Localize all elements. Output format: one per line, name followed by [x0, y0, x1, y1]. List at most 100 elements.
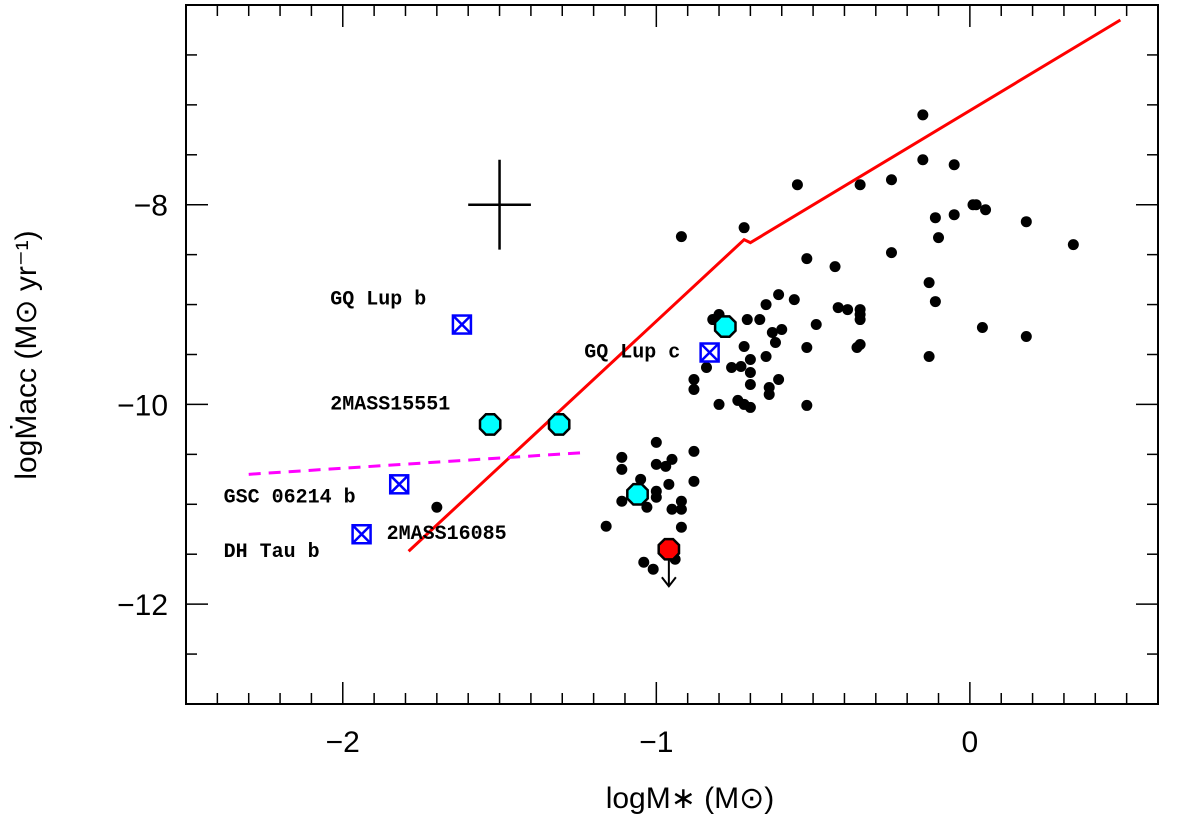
- data-point: [929, 212, 941, 224]
- data-point: [744, 366, 756, 378]
- annotation-label: GQ Lup b: [330, 289, 426, 312]
- data-point: [851, 342, 863, 354]
- data-point: [616, 463, 628, 475]
- y-axis-label: logṀacc (M⊙ yr⁻¹): [10, 230, 43, 479]
- data-point: [885, 247, 897, 259]
- data-point: [660, 460, 672, 472]
- y-tick-label: −10: [117, 389, 168, 422]
- data-point: [666, 453, 678, 465]
- data-point: [801, 253, 813, 265]
- data-point: [675, 521, 687, 533]
- model-lines: [248, 18, 1122, 553]
- data-point: [688, 445, 700, 457]
- data-point: [688, 383, 700, 395]
- data-point: [948, 209, 960, 221]
- y-tick-label: −8: [134, 190, 168, 223]
- data-point: [923, 350, 935, 362]
- data-point: [738, 222, 750, 234]
- data-point: [773, 289, 785, 301]
- data-point: [766, 327, 778, 339]
- data-point: [763, 388, 775, 400]
- data-point: [688, 475, 700, 487]
- data-point: [929, 296, 941, 308]
- data-point: [641, 501, 653, 513]
- x-axis-label: logM∗ (M⊙): [606, 782, 775, 815]
- annotations: GQ Lup b GQ Lup c 2MASS15551 GSC 06214 b 2MA…: [224, 289, 681, 565]
- companion-marker-cross: [699, 342, 720, 363]
- data-point: [773, 373, 785, 385]
- data-point: [980, 204, 992, 216]
- annotation-label: GQ Lup c: [584, 341, 680, 364]
- y-tick-label: −12: [117, 589, 168, 622]
- data-point: [923, 277, 935, 289]
- data-point: [650, 436, 662, 448]
- data-point: [801, 399, 813, 411]
- cyan-point: [547, 412, 571, 436]
- cyan-point: [713, 315, 737, 338]
- upper-limit-arrow-head: [661, 576, 677, 588]
- data-point: [885, 174, 897, 186]
- data-point: [801, 342, 813, 354]
- data-point: [854, 314, 866, 326]
- data-point: [933, 232, 945, 244]
- data-point: [744, 401, 756, 413]
- companion-marker-cross: [351, 524, 372, 545]
- data-point: [769, 337, 781, 349]
- data-point: [741, 314, 753, 326]
- data-point: [744, 378, 756, 390]
- data-point: [700, 361, 712, 373]
- dashed-limit-line: [248, 450, 588, 476]
- data-point: [842, 304, 854, 316]
- data-point: [791, 179, 803, 191]
- error-bar: [468, 159, 531, 250]
- data-point: [1067, 239, 1079, 251]
- data-point: [600, 520, 612, 532]
- data-point: [744, 353, 756, 365]
- upper-limit-point: [657, 537, 681, 561]
- x-tick-label: 0: [962, 726, 979, 759]
- data-point: [1020, 216, 1032, 228]
- annotation-label: DH Tau b: [224, 541, 320, 564]
- data-point: [675, 231, 687, 243]
- data-point: [810, 319, 822, 331]
- tick-labels: −2 −1 0−12−10−8: [117, 190, 978, 759]
- companion-marker-cross: [389, 474, 410, 495]
- annotation-label: 2MASS16085: [387, 523, 507, 546]
- data-point: [675, 503, 687, 515]
- annotation-label: 2MASS15551: [330, 393, 450, 416]
- data-point: [650, 491, 662, 503]
- data-point: [738, 341, 750, 353]
- axis-ticks: [185, 4, 1159, 705]
- data-point: [638, 556, 650, 568]
- data-point: [760, 350, 772, 362]
- data-point: [917, 109, 929, 121]
- data-point: [616, 495, 628, 507]
- data-point: [431, 501, 443, 513]
- accretion-fit-line: [407, 18, 1122, 553]
- data-point: [754, 314, 766, 326]
- data-point: [854, 179, 866, 191]
- data-point: [726, 361, 738, 373]
- data-points: [351, 109, 1079, 588]
- data-point: [1020, 331, 1032, 343]
- data-point: [647, 563, 659, 575]
- x-tick-label: −1: [639, 726, 673, 759]
- data-point: [663, 478, 675, 490]
- data-point: [675, 495, 687, 507]
- data-point: [832, 302, 844, 314]
- data-point: [616, 451, 628, 463]
- cyan-point: [626, 482, 649, 506]
- data-point: [788, 294, 800, 306]
- data-point: [650, 458, 662, 470]
- x-tick-label: −2: [326, 726, 360, 759]
- data-point: [948, 159, 960, 171]
- data-point: [976, 322, 988, 334]
- data-point: [713, 398, 725, 410]
- data-point: [635, 473, 647, 485]
- data-point: [666, 503, 678, 515]
- annotation-label: GSC 06214 b: [224, 486, 356, 509]
- data-point: [917, 154, 929, 166]
- companion-marker-cross: [452, 314, 472, 335]
- data-point: [688, 373, 700, 385]
